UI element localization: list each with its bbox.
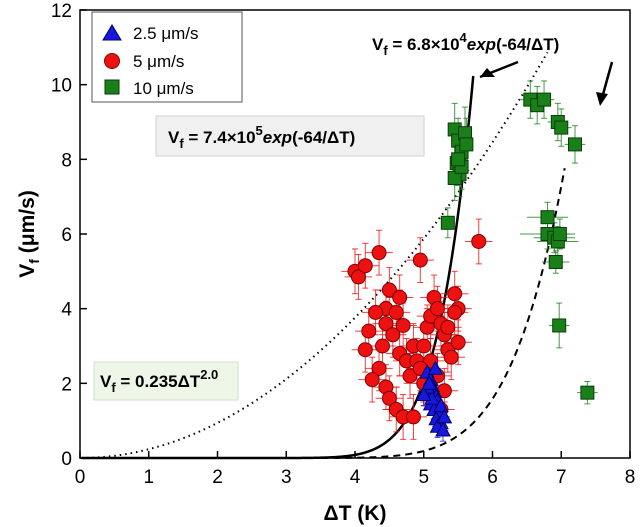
data-point-triangle — [433, 397, 449, 413]
data-point-circle — [402, 368, 418, 384]
arrow-head-exp-2 — [480, 68, 495, 77]
legend-marker-circle — [104, 53, 120, 69]
data-point-circle — [471, 233, 487, 249]
equation-box-exp-1 — [155, 115, 425, 157]
equation-exp-1: Vf = 7.4×105exp(-64/ΔT) — [168, 123, 355, 151]
annotation-power: Vf = 0.235ΔT2.0 — [93, 361, 239, 401]
legend-marker-square — [104, 79, 120, 95]
data-point-square — [459, 137, 474, 152]
data-point-square — [540, 210, 555, 225]
data-point-circle — [447, 304, 463, 320]
data-point-triangle — [436, 408, 453, 424]
data-point-square — [552, 318, 567, 333]
fit-curve-dashed — [81, 168, 566, 459]
data-point-circle — [443, 349, 459, 365]
fit-curve-dotted — [81, 51, 549, 459]
data-point-circle — [385, 327, 401, 343]
data-point-square — [580, 385, 595, 400]
x-tick-label: 7 — [556, 467, 567, 488]
data-point-triangle — [415, 386, 432, 402]
y-tick-label: 4 — [61, 300, 72, 321]
data-point-circle — [416, 338, 432, 354]
y-tick-label: 2 — [61, 374, 72, 395]
data-point-circle — [450, 334, 466, 350]
legend-label: 2.5 μm/s — [133, 24, 199, 43]
data-point-circle — [412, 252, 428, 268]
data-point-circle — [361, 323, 377, 339]
data-point-square — [568, 137, 582, 152]
data-point-circle — [378, 316, 394, 332]
data-point-circle — [395, 317, 411, 333]
data-point-square — [537, 92, 552, 107]
x-axis-title: ΔT (K) — [324, 502, 387, 525]
data-point-circle — [375, 338, 390, 354]
x-tick-label: 3 — [281, 467, 292, 488]
legend-marker-triangle — [102, 24, 122, 41]
y-tick-label: 10 — [51, 76, 72, 97]
data-point-triangle — [427, 360, 444, 375]
data-markers — [347, 92, 595, 437]
equation-power: Vf = 0.235ΔT2.0 — [100, 367, 218, 395]
annotation-exp2: Vf = 6.8×104exp(-64/ΔT) — [372, 30, 614, 106]
data-point-circle — [381, 390, 397, 406]
legend-label: 5 μm/s — [133, 52, 184, 71]
x-tick-label: 0 — [75, 467, 86, 488]
data-point-square — [440, 215, 455, 230]
legend: 2.5 μm/s 5 μm/s 10 μm/s — [91, 11, 243, 103]
data-point-circle — [392, 289, 408, 305]
data-point-square — [554, 120, 569, 135]
equation-exp-2: Vf = 6.8×104exp(-64/ΔT) — [372, 30, 559, 58]
x-tick-label: 2 — [212, 467, 223, 488]
arrow-head-exp-2b — [596, 92, 608, 106]
annotation-exp1: Vf = 7.4×105exp(-64/ΔT) — [155, 115, 425, 157]
y-axis-title: Vf (μm/s) — [16, 190, 42, 278]
data-point-circle — [388, 304, 404, 320]
x-tick-label: 4 — [350, 467, 361, 488]
data-point-circle — [350, 269, 366, 285]
legend-label: 10 μm/s — [133, 79, 194, 98]
equation-box-power — [93, 361, 239, 401]
data-point-circle — [430, 301, 445, 317]
y-tick-label: 6 — [61, 225, 72, 246]
data-point-circle — [440, 319, 456, 335]
x-tick-label: 5 — [418, 467, 429, 488]
data-point-circle — [368, 304, 384, 320]
data-point-circle — [371, 245, 387, 261]
data-point-square — [548, 255, 563, 269]
data-point-circle — [357, 342, 373, 358]
arrow-exp-2b — [600, 61, 614, 99]
data-point-circle — [405, 409, 421, 425]
data-point-square — [552, 227, 567, 241]
x-tick-label: 1 — [143, 467, 154, 488]
x-tick-label: 6 — [487, 467, 498, 488]
x-tick-label: 8 — [625, 467, 636, 488]
data-point-circle — [364, 372, 380, 388]
data-point-triangle — [435, 421, 451, 437]
data-point-circle — [357, 258, 373, 274]
y-tick-label: 12 — [51, 1, 72, 22]
data-point-square — [451, 152, 466, 167]
data-point-triangle — [421, 375, 438, 390]
y-tick-label: 8 — [61, 150, 72, 171]
data-point-circle — [447, 286, 463, 302]
data-point-circle — [371, 360, 387, 376]
y-tick-label: 0 — [61, 449, 72, 470]
data-point-circle — [381, 282, 397, 298]
